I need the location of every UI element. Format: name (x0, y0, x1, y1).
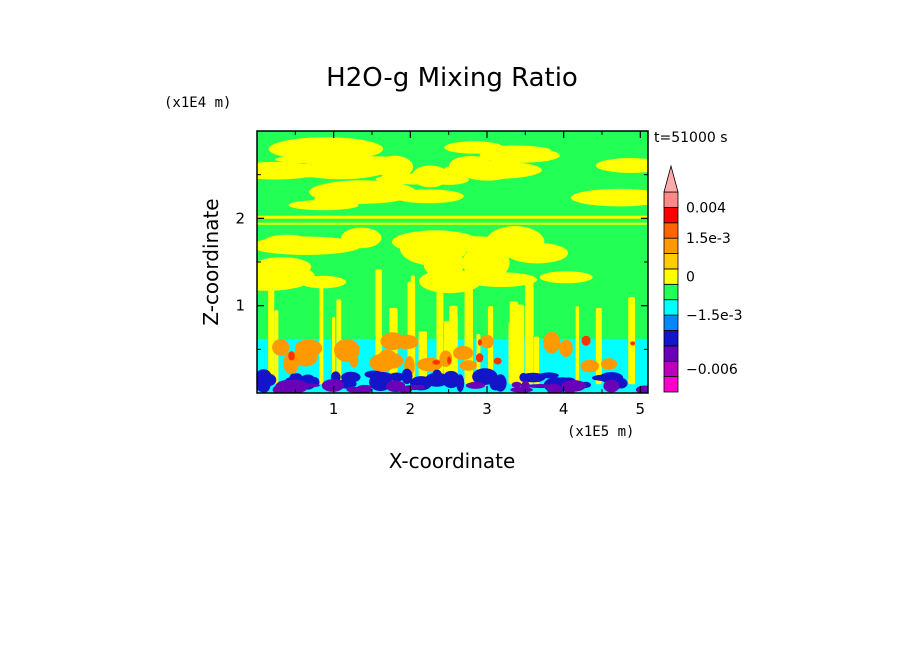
colorbar-level (663, 268, 679, 285)
x-tick-label: 5 (636, 400, 646, 418)
colorbar-level (663, 283, 679, 301)
x-tick-label: 4 (559, 400, 569, 418)
x-axis: 1 2 3 4 5 (294, 131, 646, 418)
y-tick-label: 2 (235, 209, 245, 227)
y-axis: 12 (235, 174, 648, 350)
colorbar: 0.004 1.5e-3 0 −1.5e-3 −0.006 (663, 164, 743, 393)
colorbar-level (663, 314, 679, 331)
colorbar-level (663, 345, 679, 362)
x-axis-label: X-coordinate (389, 449, 516, 473)
y-tick-label: 1 (235, 297, 245, 315)
colorbar-level (663, 330, 679, 347)
y-unit-label: (x1E4 m) (164, 95, 231, 111)
colorbar-level (663, 253, 679, 270)
colorbar-tick-label: 0.004 (686, 200, 726, 216)
field-heatmap (257, 131, 648, 393)
colorbar-tick-label: 0 (686, 270, 695, 286)
colorbar-tick-label: 1.5e-3 (686, 231, 731, 247)
colorbar-level (663, 360, 679, 378)
colorbar-level (663, 191, 679, 208)
colorbar-level (663, 376, 679, 393)
colorbar-level (663, 206, 679, 224)
time-label: t=51000 s (654, 130, 728, 146)
colorbar-tick-label: −0.006 (686, 362, 738, 378)
colorbar-arrow (663, 164, 679, 193)
x-tick-label: 1 (329, 400, 339, 418)
colorbar-level (663, 237, 679, 254)
colorbar-tick-label: −1.5e-3 (686, 308, 743, 324)
x-tick-label: 2 (406, 400, 416, 418)
x-tick-label: 3 (482, 400, 492, 418)
chart-title: H2O-g Mixing Ratio (326, 63, 578, 93)
y-axis-label: Z-coordinate (199, 198, 223, 325)
x-unit-label: (x1E5 m) (567, 424, 634, 440)
colorbar-level (663, 299, 679, 316)
colorbar-level (663, 222, 679, 239)
